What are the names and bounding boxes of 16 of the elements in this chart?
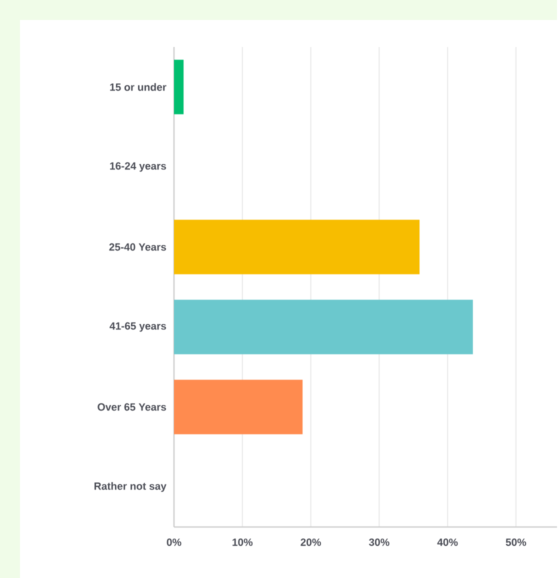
y-tick-label: 41-65 years [110, 322, 166, 332]
bar [174, 380, 303, 434]
bar [174, 60, 184, 114]
x-tick-label: 0% [167, 538, 182, 546]
y-tick-label: 16-24 years [110, 162, 166, 172]
x-tick-label: 10% [232, 538, 253, 546]
y-tick-label: Over 65 Years [98, 403, 166, 411]
x-tick-label: 40% [437, 538, 458, 546]
y-tick-label: 15 or under [110, 83, 166, 91]
x-tick-label: 20% [300, 538, 322, 546]
x-tick-label: 50% [506, 538, 526, 546]
y-tick-label: Rather not say [94, 482, 167, 492]
x-tick-label: 30% [369, 538, 390, 546]
y-tick-label: 25-40 Years [109, 243, 166, 251]
bar [174, 220, 420, 274]
bar [174, 300, 474, 354]
